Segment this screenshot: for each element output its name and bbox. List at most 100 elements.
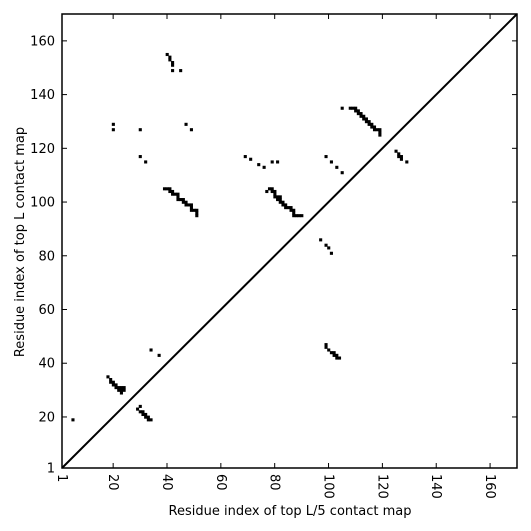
contact-point-upper [362,117,366,121]
contact-point-upper [292,214,296,218]
contact-point-upper [179,198,183,202]
contact-point-upper [284,203,288,207]
contact-point-upper [327,246,331,250]
x-axis-title: Residue index of top L/5 contact map [169,504,412,519]
contact-point-upper [273,195,277,199]
contact-point-lower [106,375,110,379]
diagonal-line [61,13,518,469]
contact-point-upper [372,125,377,129]
contact-point-upper [367,120,371,124]
contact-point-lower [136,407,140,411]
contact-point-upper [168,58,172,62]
contact-point-upper [176,192,180,196]
x-axis-ticks: 1 20 40 60 80 100 120 140 160 [54,14,497,499]
contact-point-upper [189,206,193,210]
contact-point-upper [273,189,277,194]
contact-point-upper [184,203,188,207]
contact-point-upper [359,114,363,118]
contact-point-upper [168,189,172,194]
contact-point-upper [144,160,148,164]
contact-point-upper [171,69,175,73]
x-tick-label: 140 [428,474,443,499]
y-tick-label: 60 [38,303,55,318]
contact-point-upper [176,198,180,202]
contact-points [71,52,409,422]
contact-point-upper [270,187,274,191]
contact-point-upper [276,195,280,199]
contact-point-upper [187,203,191,207]
contact-point-upper [189,203,193,207]
contact-point-upper [294,214,298,218]
contact-point-lower [335,356,339,360]
contact-point-upper [297,214,301,218]
contact-point-lower [329,351,333,355]
contact-point-upper [375,128,379,132]
contact-point-upper [394,149,398,153]
contact-point-upper [356,112,360,116]
contact-point-upper [171,63,175,67]
contact-point-lower [109,378,113,382]
contact-point-upper [378,128,382,132]
contact-point-upper [265,189,269,194]
contact-point-upper [179,69,183,73]
contact-point-upper [192,208,196,212]
y-tick-label: 20 [38,410,55,425]
contact-point-upper [286,206,290,210]
contact-point-lower [114,383,118,387]
contact-point-upper [378,130,382,134]
contact-point-upper [372,128,377,132]
contact-point-upper [162,187,167,191]
contact-point-upper [281,200,285,204]
contact-point-upper [324,155,328,159]
contact-point-lower [327,348,331,352]
contact-point-upper [171,189,175,194]
contact-point-upper [189,128,193,132]
contact-point-upper [262,165,266,169]
contact-point-upper [165,187,169,191]
x-tick-label: 60 [213,474,228,491]
contact-point-upper [195,208,199,212]
contact-point-lower [335,353,339,357]
contact-point-lower [141,412,145,417]
contact-point-upper [319,238,323,242]
contact-point-upper [195,211,199,215]
contact-point-upper [184,122,188,126]
contact-point-lower [119,386,123,390]
contact-point-upper [168,55,172,59]
x-tick-label: 40 [159,474,174,491]
contact-point-upper [367,122,371,126]
contact-point-lower [114,386,118,390]
x-tick-label: 160 [482,474,497,499]
contact-point-upper [168,187,172,191]
y-tick-label: 140 [30,88,55,103]
y-tick-label: 80 [38,249,55,264]
contact-point-lower [144,415,148,419]
contact-point-upper [289,206,293,210]
contact-point-upper [378,133,382,137]
contact-point-upper [399,155,403,159]
contact-point-upper [276,198,280,202]
contact-point-lower [157,353,161,357]
contact-point-lower [324,345,328,349]
contact-point-upper [181,200,185,204]
contact-point-lower [111,383,115,387]
contact-point-upper [397,155,401,159]
contact-point-upper [370,125,374,129]
contact-point-upper [281,203,285,207]
contact-point-lower [146,415,150,419]
y-axis-title: Residue index of top L contact map [13,127,28,357]
contact-point-lower [149,348,153,352]
contact-point-upper [397,152,401,156]
contact-point-upper [359,112,363,116]
contact-point-lower [117,388,121,392]
contact-point-upper [184,200,188,204]
contact-point-upper [273,192,277,196]
contact-point-upper [138,155,142,159]
contact-point-lower [149,418,153,422]
contact-point-upper [195,214,199,218]
x-tick-label: 20 [105,474,120,491]
contact-point-lower [324,343,328,347]
contact-point-upper [249,157,253,161]
contact-point-upper [270,160,274,164]
